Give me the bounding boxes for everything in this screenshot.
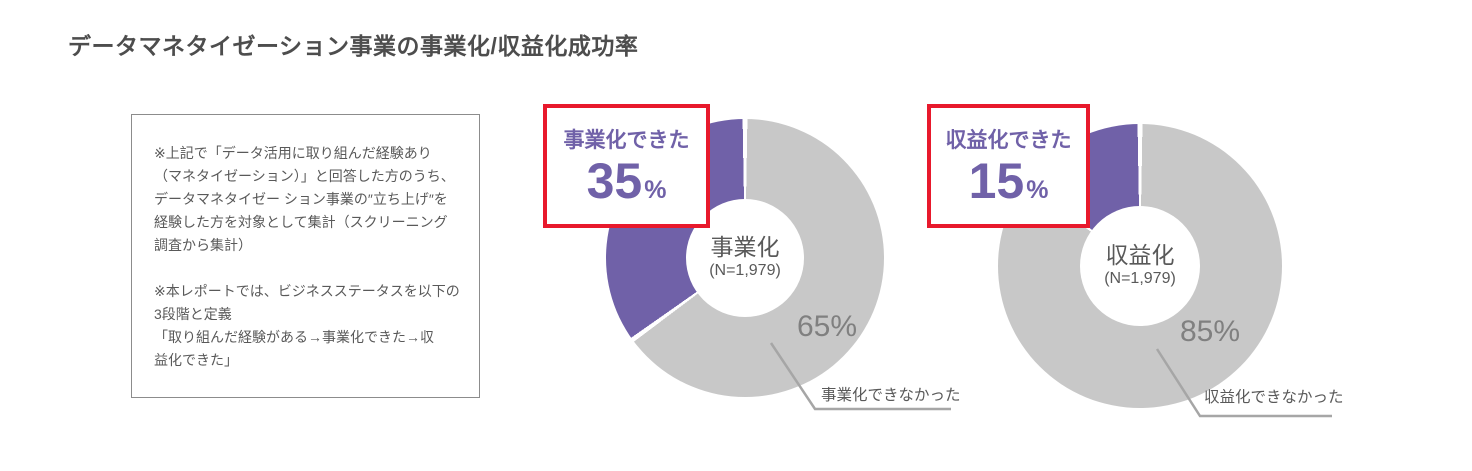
gray-slice-value-label: 65% [797, 310, 858, 343]
highlight-value: 35 % [587, 156, 667, 206]
gray-slice-value-label: 85% [1180, 315, 1241, 348]
gray-slice-callout-label: 事業化できなかった [821, 387, 961, 404]
note-paragraph-survey: ※上記で「データ活用に取り組んだ経験あり （マネタイゼーション）」と回答した方の… [154, 145, 455, 253]
donut-hole-monetization: 収益化 (N=1,979) [1080, 206, 1200, 326]
donut-sample-size-label: (N=1,979) [709, 262, 781, 280]
callout-leader-line [769, 342, 951, 411]
page-title: データマネタイゼーション事業の事業化/収益化成功率 [68, 33, 639, 59]
highlight-box-commercialization: 事業化できた 35 % [543, 104, 710, 228]
highlight-box-monetization: 収益化できた 15 % [927, 104, 1090, 228]
donut-center-label: 事業化 [710, 233, 780, 260]
note-box: ※上記で「データ活用に取り組んだ経験あり （マネタイゼーション）」と回答した方の… [131, 114, 480, 398]
callout-leader-line [1155, 348, 1332, 418]
donut-sample-size-label: (N=1,979) [1104, 270, 1176, 288]
gray-slice-callout-label: 収益化できなかった [1204, 389, 1344, 406]
highlight-label: 収益化できた [945, 129, 1072, 153]
highlight-value: 15 % [969, 156, 1049, 206]
highlight-percent-number: 15 [968, 152, 1025, 209]
highlight-percent-sign: % [1026, 175, 1049, 204]
donut-chart-commercialization: 事業化 (N=1,979) [606, 119, 884, 397]
highlight-percent-sign: % [644, 175, 667, 204]
donut-center-label: 収益化 [1105, 241, 1175, 268]
highlight-percent-number: 35 [586, 152, 643, 209]
note-paragraph-definition: ※本レポートでは、ビジネスステータスを以下の 3段階と定義 「取り組んだ経験があ… [154, 283, 460, 368]
highlight-label: 事業化できた [563, 129, 690, 153]
